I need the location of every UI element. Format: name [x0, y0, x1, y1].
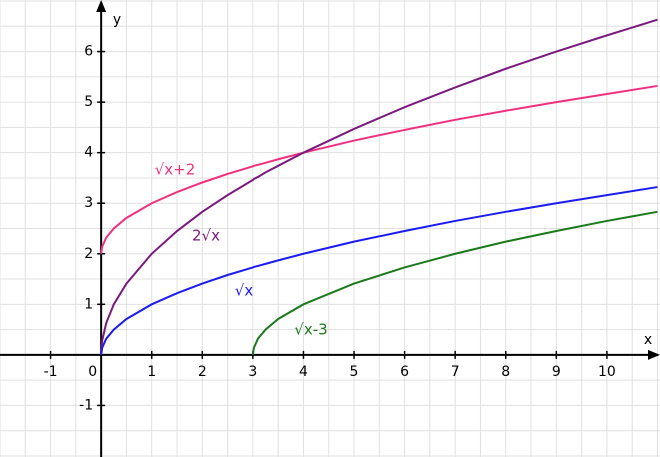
- y-tick-label: 6: [84, 44, 93, 60]
- curves: √x+2 2√x √x √x-3: [100, 18, 658, 356]
- y-axis-label: y: [113, 12, 121, 28]
- curve: [100, 186, 658, 356]
- y-tick-label: 3: [84, 195, 93, 211]
- x-axis-label: x: [644, 332, 652, 348]
- y-tick-label: 1: [84, 296, 93, 312]
- curve-label: √x: [235, 282, 254, 300]
- y-tick-label: -1: [79, 397, 93, 413]
- x-tick-label: 8: [501, 364, 510, 380]
- x-tick-label: 5: [350, 364, 359, 380]
- y-tick-label: 4: [84, 145, 93, 161]
- x-tick-label: 7: [451, 364, 460, 380]
- curve-label: 2√x: [192, 227, 220, 245]
- curve-label: √x-3: [294, 321, 327, 339]
- curve: [251, 210, 658, 356]
- x-tick-label: 0: [88, 364, 97, 380]
- y-tick-label: 5: [84, 94, 93, 110]
- y-arrow: [96, 0, 107, 12]
- x-tick-label: 1: [147, 364, 156, 380]
- curve: [100, 18, 658, 355]
- y-tick-label: 2: [84, 246, 93, 262]
- x-tick-label: -1: [44, 364, 58, 380]
- x-tick-label: 9: [552, 364, 561, 380]
- x-tick-label: 4: [299, 364, 308, 380]
- x-tick-label: 6: [400, 364, 409, 380]
- x-tick-label: 3: [248, 364, 257, 380]
- x-tick-label: 10: [598, 364, 616, 380]
- curve: [100, 84, 658, 254]
- x-tick-label: 2: [198, 364, 207, 380]
- curve-label: √x+2: [155, 161, 196, 179]
- x-arrow: [648, 349, 660, 360]
